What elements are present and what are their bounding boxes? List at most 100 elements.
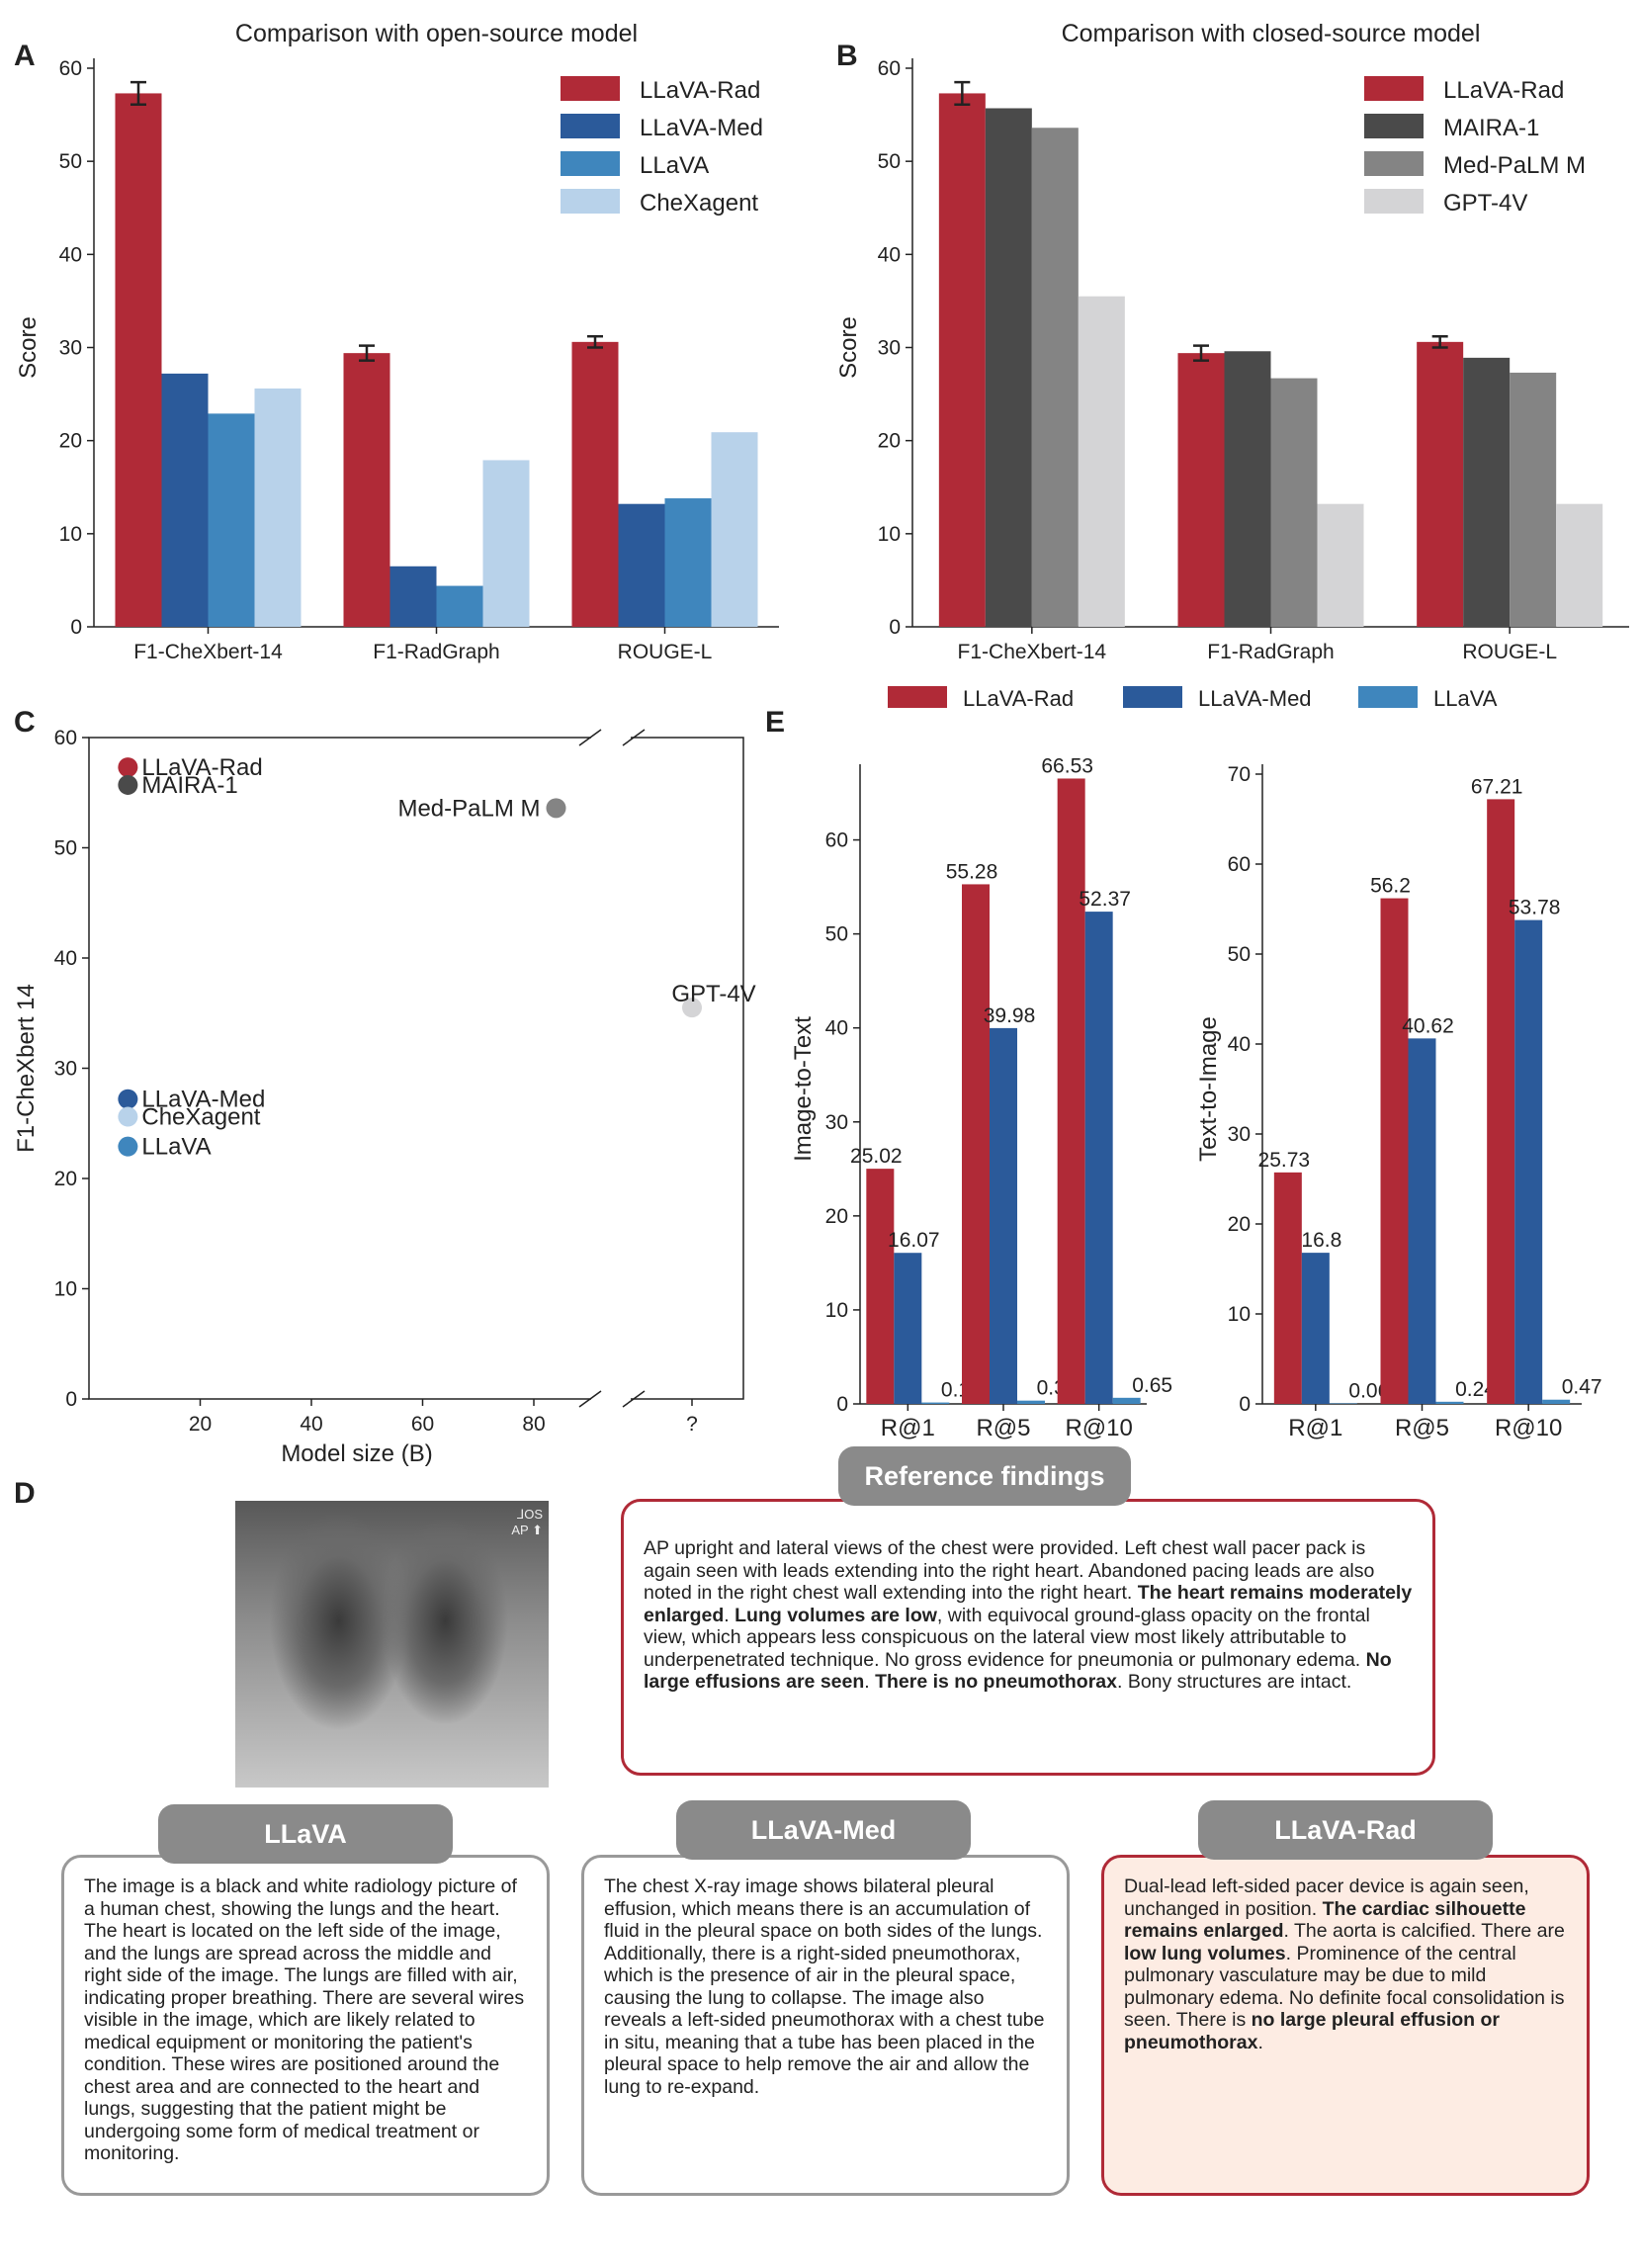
bar-llava-med	[389, 566, 437, 627]
llava-med-report-title: LLaVA-Med	[676, 1800, 971, 1860]
legend-swatch-gpt-4v	[1364, 189, 1424, 214]
bar-llava-rad	[1417, 341, 1464, 627]
bar-llava-rad	[1380, 898, 1409, 1404]
bar-llava-med	[990, 1027, 1017, 1404]
bar-llava-med	[894, 1253, 922, 1404]
data-label: 66.53	[1041, 754, 1093, 777]
x-tick-label: R@5	[1395, 1415, 1449, 1441]
legend-swatch-llava-rad	[1364, 76, 1424, 101]
llava-report-title: LLaVA	[158, 1804, 453, 1864]
bar-llava	[1329, 1403, 1357, 1404]
legend-swatch-med-palm-m	[1364, 151, 1424, 176]
reference-findings-text: AP upright and lateral views of the ches…	[644, 1537, 1417, 1694]
llava-rad-report-box: Dual-lead left-sided pacer device is aga…	[1101, 1855, 1590, 2196]
chart-b: Comparison with closed-source model 0 10 20…	[835, 20, 1629, 663]
llava-rad-report-text: Dual-lead left-sided pacer device is aga…	[1124, 1875, 1571, 2053]
legend-swatch-chexagent	[561, 189, 620, 214]
x-tick-label: R@1	[881, 1415, 935, 1441]
chart-a: Comparison with open-source model 0 10 20 30…	[15, 20, 779, 663]
data-label: 53.78	[1509, 897, 1561, 919]
bar-llava	[664, 498, 712, 627]
axis-break-mark	[622, 1390, 646, 1408]
reference-findings-title: Reference findings	[838, 1446, 1131, 1506]
y-tick-label: 50	[878, 150, 901, 173]
data-label: 40.62	[1402, 1014, 1454, 1037]
y-tick-label: 10	[878, 523, 901, 546]
y-tick-label: 60	[878, 57, 901, 80]
legend-label-e-llava-med: LLaVA-Med	[1198, 686, 1312, 711]
y-tick-label: 20	[878, 430, 901, 453]
point-label-gpt-4v: GPT-4V	[671, 981, 755, 1007]
bar-gpt-4v	[1078, 296, 1125, 627]
legend-swatch-maira-1	[1364, 114, 1424, 138]
y-tick-label: 0	[70, 616, 82, 639]
y-tick-label: 30	[1228, 1123, 1251, 1146]
point-med-palm-m	[546, 798, 566, 819]
x-tick-label: F1-RadGraph	[373, 641, 499, 663]
y-tick-label: 40	[878, 243, 901, 266]
bar-llava-rad	[866, 1169, 895, 1404]
y-tick-label: 50	[59, 150, 82, 173]
point-gpt-4v	[682, 998, 702, 1018]
y-axis-label: Image-to-Text	[790, 1016, 817, 1162]
llava-med-report-box: The chest X-ray image shows bilateral pl…	[581, 1855, 1070, 2196]
data-label: 55.28	[946, 860, 998, 883]
data-label: 16.07	[888, 1229, 940, 1252]
y-tick-label: 60	[1228, 853, 1251, 876]
y-tick-label: 0	[836, 1393, 848, 1416]
legend-swatch-e-llava-rad	[888, 686, 947, 708]
x-tick-label: R@10	[1065, 1415, 1132, 1441]
bar-llava-rad	[115, 93, 162, 628]
y-tick-label: 40	[1228, 1033, 1251, 1056]
legend-label-llava: LLaVA	[640, 152, 709, 179]
y-tick-label: 10	[1228, 1303, 1251, 1326]
bar-med-palm-m	[1031, 128, 1079, 627]
y-tick-label: 20	[825, 1205, 848, 1228]
legend-label-chexagent: CheXagent	[640, 190, 758, 217]
data-label: 39.98	[984, 1004, 1036, 1027]
finding-text: , with equivocal ground-glass opacity on…	[644, 1604, 1370, 1671]
legend-label-e-llava: LLaVA	[1433, 686, 1498, 711]
data-label: 56.2	[1370, 875, 1411, 898]
x-tick-label: R@1	[1288, 1415, 1342, 1441]
data-label: 0.47	[1562, 1376, 1602, 1399]
point-label-chexagent: CheXagent	[141, 1104, 260, 1131]
y-tick-label: 30	[54, 1058, 77, 1081]
legend-label-e-llava-rad: LLaVA-Rad	[963, 686, 1074, 711]
highlighted-finding: The cardiac silhouette remains enlarged	[1124, 1897, 1526, 1943]
y-tick-label: 30	[878, 337, 901, 360]
panel-label-b: B	[836, 40, 858, 72]
x-tick-label: 80	[522, 1413, 545, 1436]
llava-report-text: The image is a black and white radiology…	[84, 1875, 525, 2164]
y-tick-label: 50	[825, 923, 848, 946]
panel-label-c: C	[14, 706, 36, 739]
data-label: 16.8	[1301, 1229, 1341, 1252]
y-tick-label: 40	[54, 947, 77, 970]
plot-frame	[88, 737, 744, 1400]
x-tick-label: F1-CheXbert-14	[133, 641, 283, 663]
highlighted-finding: no large pleural effusion or pneumothora…	[1124, 2009, 1501, 2053]
highlighted-finding: Lung volumes are low	[735, 1604, 937, 1626]
y-tick-label: 50	[1228, 943, 1251, 966]
x-tick-label: 40	[300, 1413, 322, 1436]
chest-xray-image: ⅃OS AP ⬆	[235, 1501, 549, 1788]
finding-text: . Prominence of the central pulmonary va…	[1124, 1942, 1565, 2032]
chart-e: 0 10 20 30 40 50 60 Image-to-Text R@1 25.02 16.07 0…	[790, 686, 1602, 1441]
data-label: 0.06	[1348, 1379, 1389, 1402]
x-tick-label: F1-CheXbert-14	[958, 641, 1107, 663]
y-tick-label: 20	[59, 430, 82, 453]
legend-label-maira-1: MAIRA-1	[1443, 115, 1539, 141]
data-label: 0.24	[1455, 1378, 1496, 1401]
x-tick-label: 60	[411, 1413, 434, 1436]
y-axis-label: Text-to-Image	[1195, 1016, 1222, 1162]
axis-break-mark	[578, 1390, 602, 1408]
highlighted-finding: The heart remains moderately enlarged	[644, 1582, 1413, 1626]
y-tick-label: 20	[1228, 1213, 1251, 1236]
legend-label-med-palm-m: Med-PaLM M	[1443, 152, 1586, 179]
y-tick-label: 20	[54, 1168, 77, 1190]
bar-llava-rad	[571, 341, 619, 627]
legend-label-gpt-4v: GPT-4V	[1443, 190, 1527, 217]
point-llava-med	[118, 1089, 138, 1109]
finding-text: AP upright and lateral views of the ches…	[644, 1537, 1375, 1604]
bar-maira-1	[1463, 357, 1511, 627]
